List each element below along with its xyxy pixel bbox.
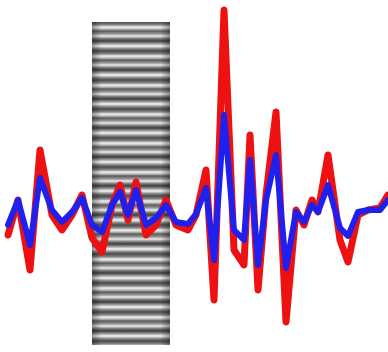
traces	[0, 0, 388, 352]
illustration	[0, 0, 388, 352]
red-trace	[8, 10, 388, 322]
